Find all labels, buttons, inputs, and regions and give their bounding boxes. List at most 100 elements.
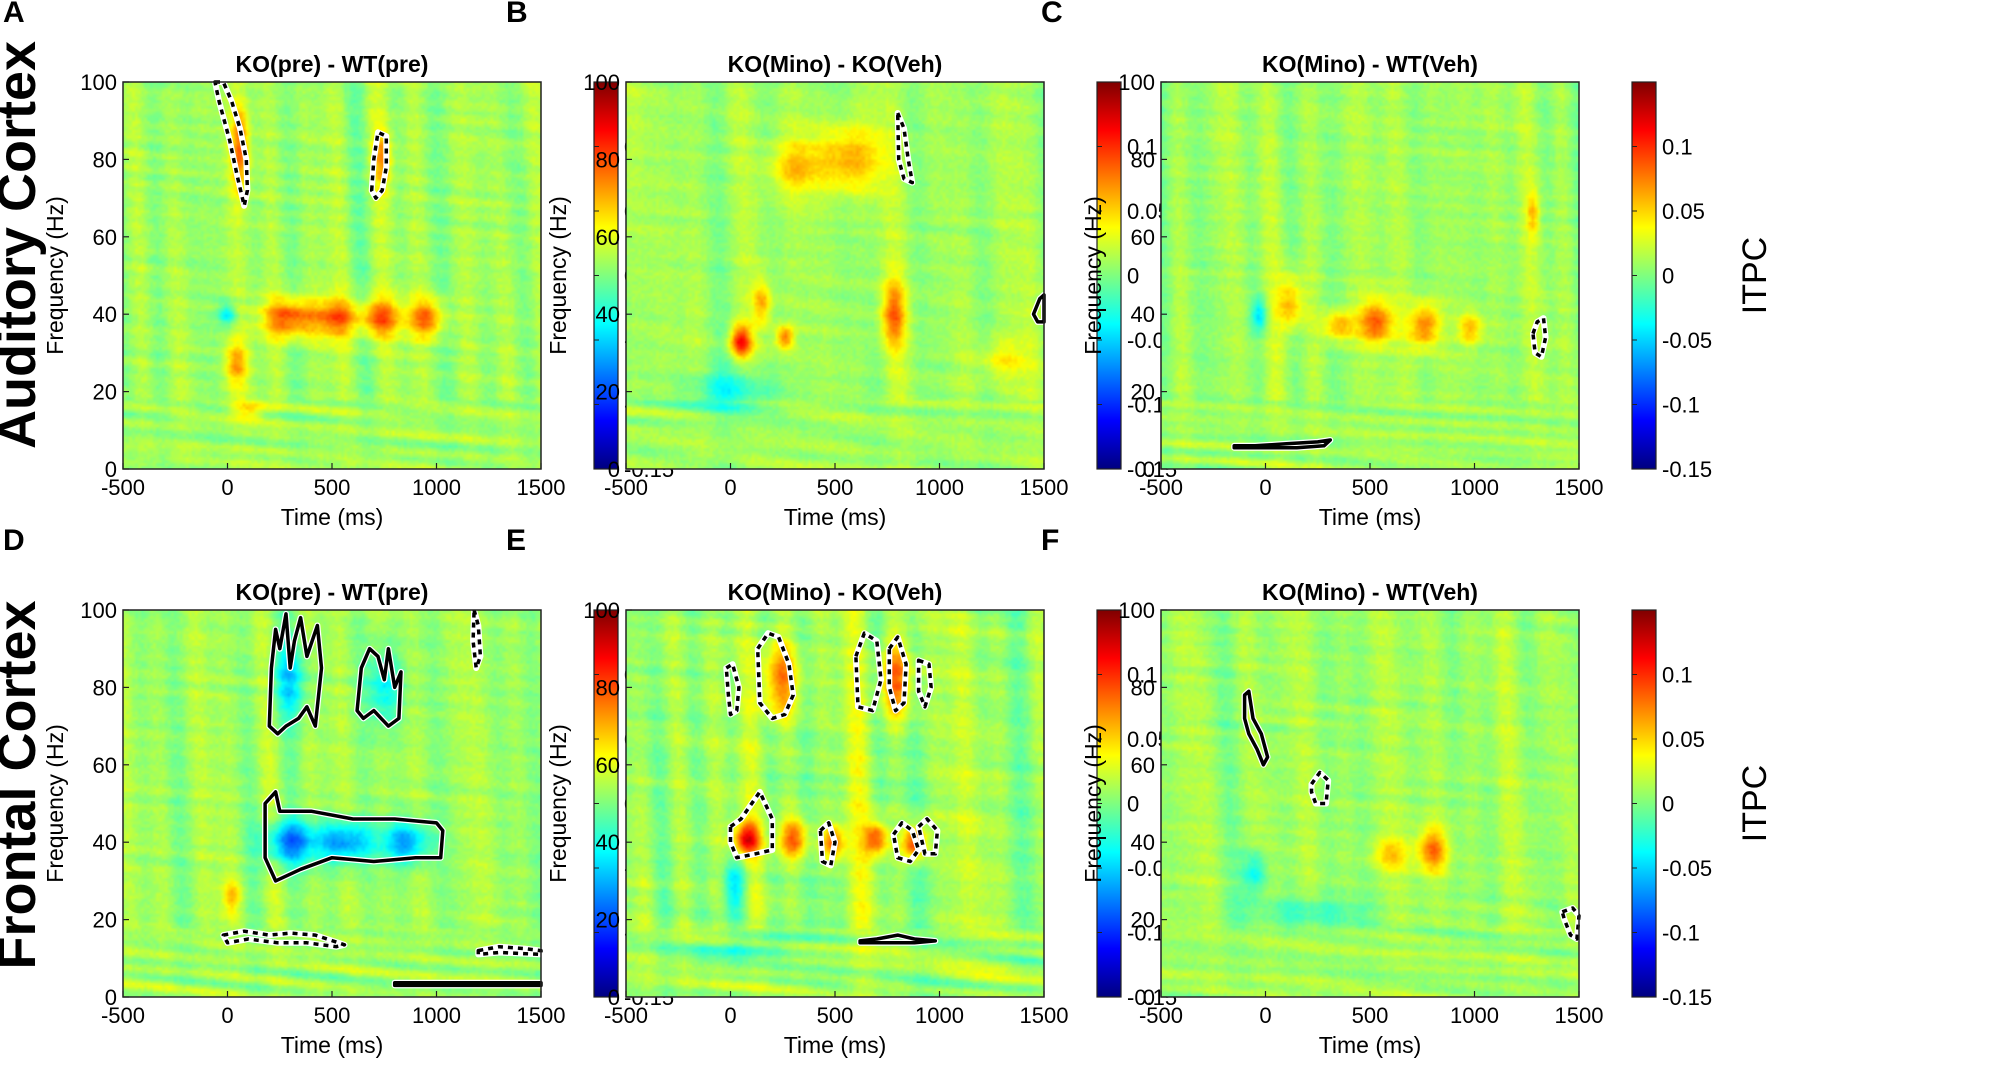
panel-letter: F — [1041, 524, 1059, 557]
y-tick-label: 60 — [93, 753, 117, 778]
x-tick-label: 500 — [314, 475, 351, 500]
x-tick-label: 0 — [724, 1003, 736, 1028]
x-tick-label: 1500 — [1020, 1003, 1069, 1028]
y-tick-label: 60 — [596, 225, 620, 250]
row-label-auditory: Auditory Cortex — [0, 41, 47, 449]
x-tick-label: -500 — [101, 1003, 145, 1028]
y-tick-label: 0 — [105, 457, 117, 482]
y-tick-label: 40 — [596, 830, 620, 855]
y-tick-label: 100 — [583, 598, 620, 623]
x-tick-label: 1500 — [1020, 475, 1069, 500]
y-tick-label: 100 — [80, 598, 117, 623]
x-tick-label: 1500 — [517, 475, 566, 500]
contour-dotted — [471, 608, 483, 670]
x-tick-label: 0 — [221, 475, 233, 500]
y-tick-label: 20 — [1131, 380, 1155, 405]
x-tick-label: 500 — [1352, 1003, 1389, 1028]
colorbar-label: ITPC — [1736, 237, 1774, 314]
contour-dotted — [887, 635, 908, 713]
panel-title: KO(Mino) - KO(Veh) — [728, 579, 943, 605]
colorbar-tick-label: -0.05 — [1662, 328, 1712, 353]
colorbar-tick-label: -0.05 — [1662, 856, 1712, 881]
x-tick-label: 500 — [817, 475, 854, 500]
y-tick-label: 0 — [608, 985, 620, 1010]
panel-title: KO(Mino) - WT(Veh) — [1262, 579, 1478, 605]
panel-D: DKO(pre) - WT(pre)-500 0 500 1000 1500020406… — [3, 524, 736, 1058]
contour-dotted — [818, 821, 837, 868]
row-label-frontal: Frontal Cortex — [0, 600, 47, 969]
heatmap-image — [1161, 610, 1579, 997]
x-tick-label: 0 — [724, 475, 736, 500]
panel-A: AKO(pre) - WT(pre)-500 0 500 1000 1500020406… — [3, 0, 736, 530]
colorbar-tick-label: 0.05 — [1662, 727, 1705, 752]
heatmap-image — [626, 610, 1044, 997]
y-tick-label: 0 — [1143, 457, 1155, 482]
colorbar-tick-label: 0 — [1127, 264, 1139, 289]
y-tick-label: 60 — [596, 753, 620, 778]
x-axis-label: Time (ms) — [1319, 1032, 1422, 1058]
x-tick-label: 0 — [1259, 475, 1271, 500]
x-tick-label: 500 — [1352, 475, 1389, 500]
contour-dotted — [755, 631, 795, 721]
x-tick-label: 1000 — [1450, 475, 1499, 500]
contour-solid — [263, 790, 445, 883]
contour-dotted — [369, 130, 389, 200]
x-tick-label: 1000 — [915, 475, 964, 500]
panel-letter: C — [1041, 0, 1063, 29]
colorbar-tick-label: 0.1 — [1127, 135, 1158, 160]
y-tick-label: 80 — [93, 675, 117, 700]
contour-dotted — [1531, 316, 1548, 359]
contour-solid — [267, 612, 324, 736]
y-tick-label: 0 — [105, 985, 117, 1010]
panel-E: EKO(Mino) - KO(Veh)-500 0 500 1000 150002040… — [506, 524, 1239, 1058]
heatmap-image — [626, 82, 1044, 469]
contour-dotted — [728, 790, 775, 860]
contour-dotted — [221, 929, 347, 949]
colorbar-tick-label: -0.1 — [1127, 921, 1165, 946]
panel-C: CKO(Mino) - WT(Veh)-500 0 500 1000 150002040… — [1041, 0, 1774, 530]
heatmap-image — [123, 610, 541, 997]
x-tick-label: 1000 — [412, 1003, 461, 1028]
x-tick-label: 1000 — [915, 1003, 964, 1028]
y-tick-label: 80 — [1131, 147, 1155, 172]
x-axis-label: Time (ms) — [784, 1032, 887, 1058]
y-tick-label: 100 — [583, 70, 620, 95]
contour-solid — [355, 646, 403, 728]
y-axis-label: Frequency (Hz) — [545, 724, 571, 882]
x-tick-label: 500 — [817, 1003, 854, 1028]
y-tick-label: 40 — [1131, 302, 1155, 327]
x-tick-label: -500 — [1139, 475, 1183, 500]
y-axis-label: Frequency (Hz) — [42, 196, 68, 354]
y-tick-label: 40 — [1131, 830, 1155, 855]
colorbar-tick-label: 0 — [1662, 264, 1674, 289]
y-axis-label: Frequency (Hz) — [42, 724, 68, 882]
x-tick-label: -500 — [101, 475, 145, 500]
y-tick-label: 20 — [1131, 908, 1155, 933]
panel-letter: E — [506, 524, 526, 557]
colorbar-tick-label: 0 — [1127, 792, 1139, 817]
heatmap-image — [123, 82, 541, 469]
y-tick-label: 40 — [93, 830, 117, 855]
y-tick-label: 100 — [1118, 70, 1155, 95]
contour-dotted — [854, 631, 883, 713]
x-tick-label: 1000 — [412, 475, 461, 500]
y-tick-label: 80 — [93, 147, 117, 172]
contour-dotted — [213, 80, 250, 208]
y-tick-label: 0 — [1143, 985, 1155, 1010]
y-axis-label: Frequency (Hz) — [1080, 196, 1106, 354]
x-tick-label: 500 — [314, 1003, 351, 1028]
panel-F: FKO(Mino) - WT(Veh)-500 0 500 1000 150002040… — [1041, 524, 1774, 1058]
heatmap-image — [1161, 82, 1579, 469]
y-tick-label: 100 — [80, 70, 117, 95]
panels: AKO(pre) - WT(pre)-500 0 500 1000 1500020406… — [3, 0, 1774, 1058]
panel-title: KO(Mino) - WT(Veh) — [1262, 51, 1478, 77]
x-axis-label: Time (ms) — [784, 504, 887, 530]
contour-dotted — [724, 662, 741, 717]
colorbar-tick-label: 0.1 — [1127, 663, 1158, 688]
y-tick-label: 40 — [93, 302, 117, 327]
colorbar-tick-label: 0.1 — [1662, 135, 1693, 160]
x-tick-label: 0 — [221, 1003, 233, 1028]
colorbar-tick-label: -0.15 — [1662, 985, 1712, 1010]
x-tick-label: 1500 — [1555, 475, 1604, 500]
